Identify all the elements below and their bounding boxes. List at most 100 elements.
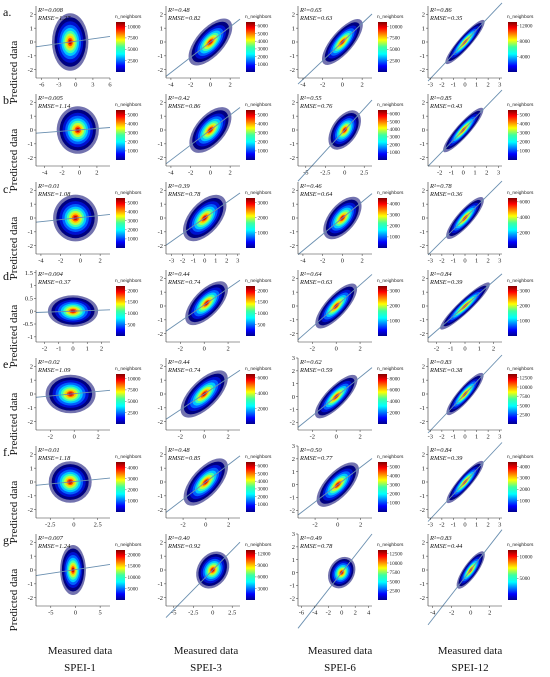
y-tick-label: 0: [30, 127, 33, 134]
colorbar-title: n_neighbors: [245, 366, 272, 372]
colorbar-tick-label: 3000: [128, 131, 139, 137]
x-tick-label: -2: [449, 610, 454, 617]
y-tick-label: 1: [160, 377, 163, 384]
colorbar-tick-label: 2000: [258, 288, 269, 294]
y-tick-label: -1: [420, 229, 425, 236]
x-tick-label: 0: [462, 170, 465, 177]
colorbar-tick-label: 8000: [520, 39, 531, 45]
colorbar-tick-label: 2500: [520, 413, 531, 419]
y-tick-label: 2: [422, 276, 425, 283]
colorbar-tick-label: 2000: [128, 228, 139, 234]
colorbar-tick-label: 1000: [520, 149, 531, 155]
colorbar-tick-label: 3000: [520, 131, 531, 137]
y-tick-label: 0: [292, 303, 295, 310]
r2-annotation: R²=0.78: [429, 183, 452, 190]
rmse-annotation: RMSE=1.09: [37, 367, 71, 374]
x-tick-label: -4: [300, 82, 306, 89]
colorbar-tick-label: 3000: [128, 477, 139, 483]
colorbar-tick-label: 2000: [390, 142, 401, 148]
x-tick-label: 2: [486, 522, 489, 529]
regression-line: [427, 2, 503, 82]
regression-line: [165, 541, 241, 618]
y-tick-label: -1: [290, 495, 295, 502]
y-tick-label: 0: [422, 215, 425, 222]
x-tick-label: 3: [91, 82, 94, 89]
y-tick-label: 1: [160, 465, 163, 472]
y-axis-label-f: Predicted data: [8, 481, 20, 544]
x-tick-label: 0: [211, 610, 214, 617]
x-tick-label: -5: [48, 610, 53, 617]
x-tick-label: -2: [310, 434, 315, 441]
y-tick-label: -1: [158, 317, 163, 324]
colorbar-title: n_neighbors: [377, 454, 404, 460]
colorbar-tick-label: 3000: [258, 487, 269, 493]
x-tick-label: 0: [335, 434, 338, 441]
y-tick-label: -1: [290, 53, 295, 60]
colorbar-tick-label: 5000: [520, 576, 531, 582]
colorbar: [508, 374, 517, 424]
colorbar: [116, 198, 125, 248]
colorbar-tick-label: 10000: [128, 376, 141, 382]
colorbar: [508, 550, 517, 600]
rmse-annotation: RMSE=1.24: [37, 543, 71, 550]
r2-annotation: R²=0.007: [37, 535, 64, 542]
x-tick-label: -2.5: [188, 610, 198, 617]
colorbar-tick-label: 2000: [128, 140, 139, 146]
colorbar-tick-label: 6000: [258, 464, 269, 470]
colorbar-tick-label: 5000: [128, 586, 139, 592]
rmse-annotation: RMSE=0.77: [299, 455, 333, 462]
regression-line: [35, 477, 111, 486]
y-tick-label: -2: [420, 507, 425, 514]
colorbar-tick-label: 500: [128, 322, 136, 328]
y-tick-label: 1: [422, 289, 425, 296]
colorbar: [116, 550, 125, 600]
colorbar-tick-label: 2000: [390, 304, 401, 310]
y-tick-label: -2: [290, 420, 295, 427]
regression-line: [165, 279, 241, 332]
x-axis-label-col4: Measured data: [438, 645, 503, 657]
colorbar-title: n_neighbors: [377, 542, 404, 548]
y-tick-label: 1: [30, 283, 33, 290]
colorbar: [116, 110, 125, 160]
rmse-annotation: RMSE=0.44: [429, 543, 463, 550]
y-tick-label: -2: [290, 331, 295, 338]
regression-line: [297, 367, 373, 428]
y-tick-label: 2: [292, 544, 295, 551]
colorbar-tick-label: 2000: [258, 140, 269, 146]
x-tick-label: -1: [449, 170, 454, 177]
y-tick-label: 0: [160, 215, 163, 222]
y-tick-label: -2: [158, 419, 163, 426]
y-tick-label: 0: [30, 391, 33, 398]
colorbar-tick-label: 1000: [128, 149, 139, 155]
colorbar: [246, 462, 255, 512]
colorbar-title: n_neighbors: [245, 278, 272, 284]
regression-line: [427, 442, 503, 522]
column-name-spei-12: SPEI-12: [451, 662, 488, 674]
column-name-spei-6: SPEI-6: [324, 662, 356, 674]
x-tick-label: 1: [214, 258, 217, 265]
colorbar-tick-label: 2000: [520, 230, 531, 236]
y-tick-label: 1: [30, 553, 33, 560]
rmse-annotation: RMSE=0.63: [299, 15, 333, 22]
colorbar: [508, 286, 517, 336]
y-tick-label: -2: [158, 507, 163, 514]
y-tick-label: -1: [158, 141, 163, 148]
y-tick-label: 0: [422, 39, 425, 46]
x-tick-label: -6: [299, 610, 305, 617]
y-tick-label: 2: [160, 12, 163, 19]
rmse-annotation: RMSE=0.36: [429, 191, 463, 198]
colorbar-title: n_neighbors: [507, 190, 534, 196]
y-tick-label: 1: [422, 113, 425, 120]
y-tick-label: 1: [422, 201, 425, 208]
y-axis-label-b: Predicted data: [8, 129, 20, 192]
colorbar-tick-label: 4000: [390, 473, 401, 479]
r2-annotation: R²=0.39: [167, 183, 190, 190]
colorbar-title: n_neighbors: [245, 454, 272, 460]
y-tick-label: 2: [422, 12, 425, 19]
colorbar: [378, 462, 387, 512]
x-tick-label: 0: [79, 258, 82, 265]
